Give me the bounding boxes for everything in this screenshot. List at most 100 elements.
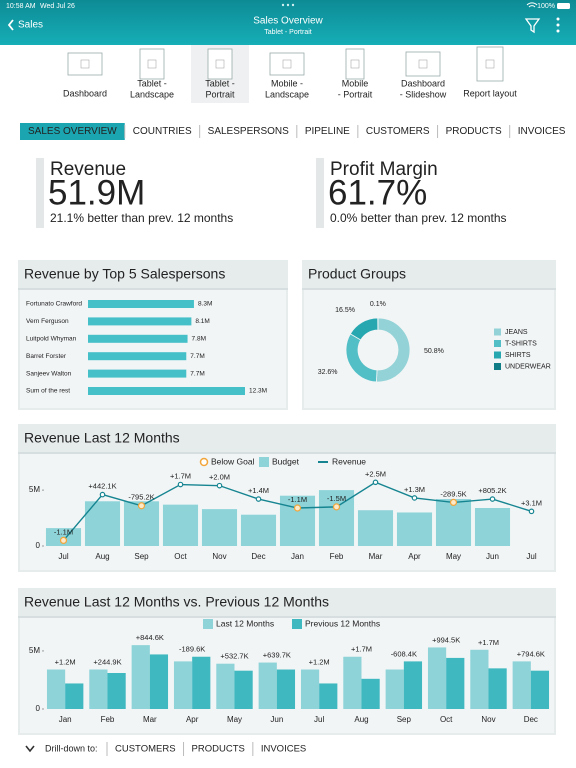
layout-icon[interactable]: [269, 52, 305, 76]
annotation: +244.9K: [93, 658, 121, 667]
bar: [427, 647, 447, 709]
status-date: Wed Jul 26: [40, 3, 75, 10]
annotation: +532.7K: [220, 652, 248, 661]
filter-icon[interactable]: [524, 18, 541, 34]
bar: [149, 654, 169, 709]
x-tick-label: Dec: [251, 552, 265, 561]
layout-label[interactable]: Tablet -: [205, 78, 235, 88]
annotation: -1.1M: [288, 495, 307, 504]
bar: [216, 663, 235, 709]
legend-swatch: [259, 457, 269, 467]
layout-icon[interactable]: [476, 46, 504, 82]
value-label: 7.8M: [192, 336, 206, 343]
layout-label[interactable]: Mobile -: [271, 78, 303, 88]
layout-icon[interactable]: [139, 48, 165, 80]
bar: [88, 334, 188, 343]
line-point: [255, 496, 262, 502]
bar: [131, 645, 150, 709]
drill-link[interactable]: INVOICES: [261, 744, 306, 755]
tab[interactable]: PRODUCTS: [446, 126, 502, 137]
layout-label[interactable]: Dashboard: [401, 78, 445, 88]
layout-icon[interactable]: [207, 48, 233, 80]
back-button[interactable]: Sales: [18, 20, 43, 31]
line-point: [411, 495, 418, 501]
status-time: 10:58 AM: [6, 3, 36, 10]
annotation: +3.1M: [521, 498, 542, 507]
x-tick-label: Nov: [212, 552, 226, 561]
panel-title: Revenue Last 12 Months vs. Previous 12 M…: [24, 594, 329, 610]
tab[interactable]: CUSTOMERS: [366, 126, 430, 137]
bar: [88, 352, 187, 361]
bar-label: Barret Forster: [26, 353, 67, 360]
bar: [357, 510, 394, 546]
layout-icon-inner: [485, 59, 495, 69]
tab[interactable]: SALES OVERVIEW: [28, 126, 117, 137]
layout-icon[interactable]: [345, 48, 365, 80]
layout-label[interactable]: Mobile: [342, 78, 369, 88]
bar-label: Sanjeev Walton: [26, 370, 72, 377]
bar: [435, 499, 472, 546]
tab[interactable]: COUNTRIES: [133, 126, 192, 137]
value-label: 7.7M: [190, 353, 204, 360]
bar: [65, 683, 84, 709]
x-tick-label: Apr: [408, 552, 421, 561]
tab[interactable]: INVOICES: [518, 126, 566, 137]
layout-label[interactable]: - Portrait: [338, 89, 373, 99]
bar-label: Sum of the rest: [26, 388, 70, 395]
annotation: +2.0M: [209, 473, 230, 482]
kpi-bar: [316, 158, 324, 228]
bar: [530, 670, 550, 709]
menu-icon[interactable]: [556, 17, 560, 33]
layout-icon-inner: [80, 59, 90, 69]
layout-label[interactable]: - Slideshow: [400, 89, 447, 99]
tab[interactable]: SALESPERSONS: [208, 126, 289, 137]
legend-label: JEANS: [505, 329, 528, 336]
annotation: +442.1K: [88, 482, 116, 491]
line-point: [99, 491, 106, 498]
annotation: +639.7K: [263, 651, 291, 660]
line-point: [216, 482, 223, 489]
drill-link[interactable]: CUSTOMERS: [115, 744, 176, 755]
layout-label[interactable]: Landscape: [265, 89, 309, 99]
layout-label[interactable]: Report layout: [463, 88, 517, 98]
bar: [234, 670, 253, 709]
x-tick-label: May: [446, 552, 461, 561]
x-tick-label: Jul: [314, 715, 324, 724]
legend-label: Below Goal: [211, 456, 255, 466]
legend-label: T-SHIRTS: [505, 340, 537, 347]
value-label: 12.3M: [249, 388, 267, 395]
annotation: -608.4K: [391, 649, 417, 658]
bar: [88, 300, 194, 308]
layout-label[interactable]: Dashboard: [63, 88, 107, 98]
bar: [89, 669, 108, 709]
layout-label[interactable]: Portrait: [205, 89, 235, 99]
kpi-value: 51.9M: [48, 173, 145, 212]
layout-label[interactable]: Landscape: [130, 89, 174, 99]
x-tick-label: Apr: [186, 715, 199, 724]
drill-link[interactable]: PRODUCTS: [192, 744, 245, 755]
kpi-title: Revenue: [50, 159, 126, 180]
tab[interactable]: PIPELINE: [305, 126, 350, 137]
layout-icon-inner: [418, 59, 428, 69]
annotation: +2.5M: [365, 469, 386, 478]
back-icon[interactable]: [7, 19, 14, 31]
legend-swatch: [494, 363, 501, 370]
x-tick-label: Feb: [330, 552, 344, 561]
bar: [276, 669, 296, 709]
below-goal-marker: [449, 498, 458, 507]
legend-label: UNDERWEAR: [505, 363, 551, 370]
tab-bg: [20, 123, 125, 140]
legend-label: Last 12 Months: [216, 618, 274, 628]
x-tick-label: Feb: [101, 715, 115, 724]
annotation: -189.6K: [179, 645, 205, 654]
layout-icon-inner: [350, 59, 360, 69]
layout-icon[interactable]: [405, 51, 441, 77]
layout-label[interactable]: Tablet -: [137, 78, 167, 88]
layout-icon[interactable]: [67, 52, 103, 76]
wifi-icon: [526, 2, 538, 8]
line-point: [528, 508, 535, 515]
line-point: [372, 479, 379, 486]
legend-label: Budget: [272, 456, 300, 466]
layout-icon-inner: [282, 59, 292, 69]
line-point: [177, 481, 184, 488]
